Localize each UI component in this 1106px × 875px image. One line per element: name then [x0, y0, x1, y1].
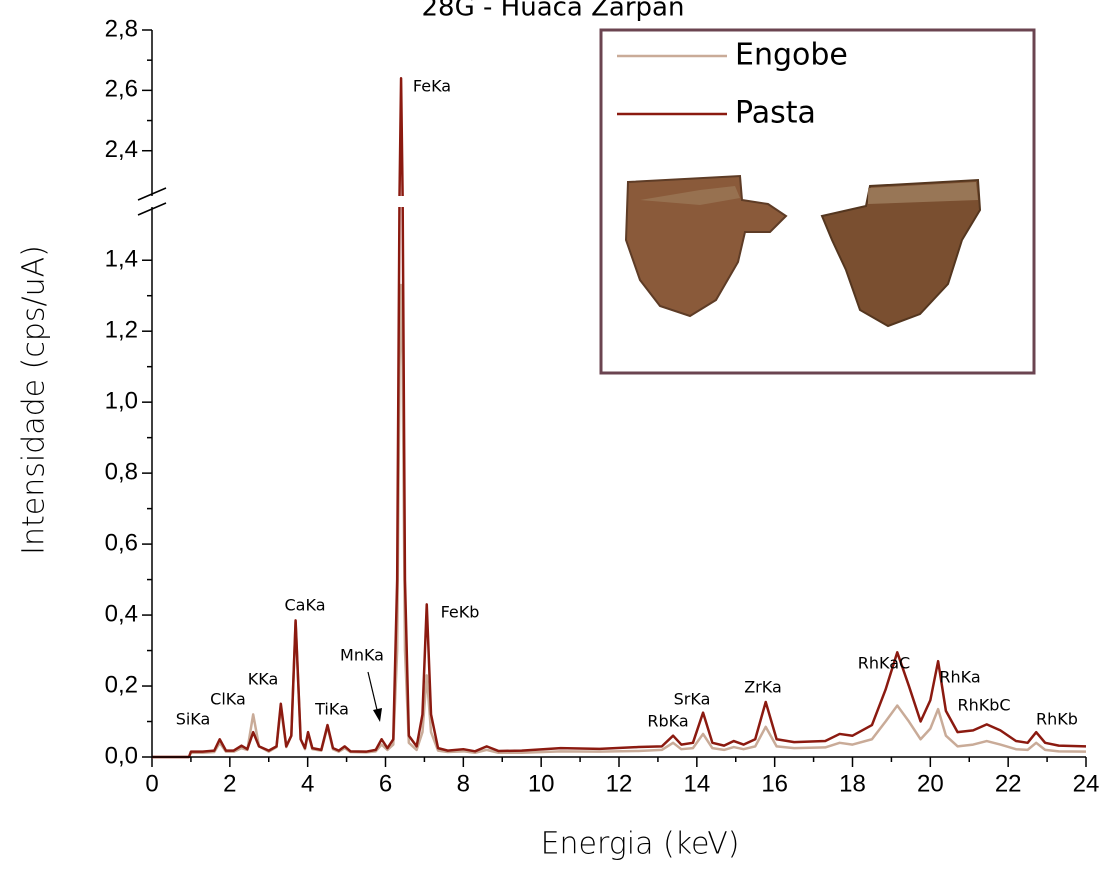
peak-label: RhKaC	[858, 654, 910, 673]
x-axis-label: Energia (keV)	[541, 827, 740, 862]
x-tick-label: 18	[839, 770, 866, 797]
peak-label: ClKa	[210, 690, 246, 709]
y-tick-label: 1,4	[105, 246, 138, 273]
peak-label: ZrKa	[744, 678, 782, 697]
peak-label: CaKa	[285, 596, 326, 615]
y-tick-label: 0,8	[105, 458, 138, 485]
y-axis-label: Intensidade (cps/uA)	[17, 245, 52, 555]
peak-label: SrKa	[674, 690, 711, 709]
y-tick-label: 2,8	[105, 15, 138, 42]
x-tick-label: 22	[995, 770, 1022, 797]
y-tick-label: 0,2	[105, 671, 138, 698]
chart-title: 28G - Huaca Zarpan	[422, 0, 685, 23]
y-tick-label: 0,4	[105, 600, 138, 627]
legend-label: Engobe	[735, 38, 848, 73]
peak-label: FeKb	[441, 603, 480, 622]
peak-label: RhKbC	[957, 696, 1010, 715]
annotation-arrow	[367, 671, 379, 715]
y-tick-label: 2,6	[105, 76, 138, 103]
axis-break-mark	[137, 202, 167, 216]
peak-label: RhKb	[1036, 710, 1078, 729]
peak-label: SiKa	[176, 710, 211, 729]
x-tick-label: 0	[145, 770, 158, 797]
y-tick-label: 1,2	[105, 317, 138, 344]
x-tick-label: 6	[379, 770, 392, 797]
x-tick-label: 2	[223, 770, 236, 797]
peak-label: RhKa	[939, 668, 980, 687]
spectrum-line	[152, 77, 1087, 759]
peak-label: MnKa	[340, 646, 384, 665]
sherd-photo	[624, 174, 982, 328]
y-tick-label: 0,6	[105, 529, 138, 556]
y-tick-label: 0,0	[105, 742, 138, 769]
x-tick-label: 24	[1073, 770, 1100, 797]
x-tick-label: 4	[301, 770, 314, 797]
y-tick-label: 1,0	[105, 388, 138, 415]
y-tick-label: 2,4	[105, 136, 138, 163]
x-tick-label: 16	[761, 770, 788, 797]
peak-label: FeKa	[413, 77, 451, 96]
x-tick-label: 12	[606, 770, 633, 797]
peak-label: RbKa	[647, 712, 688, 731]
x-tick-label: 10	[528, 770, 555, 797]
x-tick-label: 8	[457, 770, 470, 797]
annotation-arrowhead	[373, 708, 382, 722]
peak-label: KKa	[248, 670, 279, 689]
axis-break-mark	[137, 187, 167, 201]
x-tick-label: 20	[917, 770, 944, 797]
legend-label: Pasta	[735, 96, 816, 131]
x-tick-label: 14	[683, 770, 710, 797]
legend: Engobe Pasta	[599, 28, 1036, 375]
peak-label: TiKa	[314, 700, 349, 719]
